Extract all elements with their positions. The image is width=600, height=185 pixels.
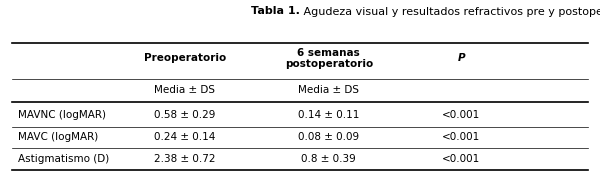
Text: 0.8 ± 0.39: 0.8 ± 0.39 xyxy=(301,154,356,164)
Text: <0.001: <0.001 xyxy=(442,132,481,142)
Text: 0.58 ± 0.29: 0.58 ± 0.29 xyxy=(154,110,215,120)
Text: Media ± DS: Media ± DS xyxy=(298,85,359,95)
Text: <0.001: <0.001 xyxy=(442,154,481,164)
Text: 0.08 ± 0.09: 0.08 ± 0.09 xyxy=(298,132,359,142)
Text: 6 semanas
postoperatorio: 6 semanas postoperatorio xyxy=(284,48,373,69)
Text: Media ± DS: Media ± DS xyxy=(154,85,215,95)
Text: P: P xyxy=(457,53,465,63)
Text: <0.001: <0.001 xyxy=(442,110,481,120)
Text: Preoperatorio: Preoperatorio xyxy=(143,53,226,63)
Text: MAVC (logMAR): MAVC (logMAR) xyxy=(18,132,98,142)
Text: MAVNC (logMAR): MAVNC (logMAR) xyxy=(18,110,106,120)
Text: Agudeza visual y resultados refractivos pre y postoperatorios: comparación a las: Agudeza visual y resultados refractivos … xyxy=(300,6,600,17)
Text: 0.14 ± 0.11: 0.14 ± 0.11 xyxy=(298,110,359,120)
Text: Tabla 1.: Tabla 1. xyxy=(251,6,300,16)
Text: 2.38 ± 0.72: 2.38 ± 0.72 xyxy=(154,154,215,164)
Text: Astigmatismo (D): Astigmatismo (D) xyxy=(18,154,109,164)
Text: 0.24 ± 0.14: 0.24 ± 0.14 xyxy=(154,132,215,142)
